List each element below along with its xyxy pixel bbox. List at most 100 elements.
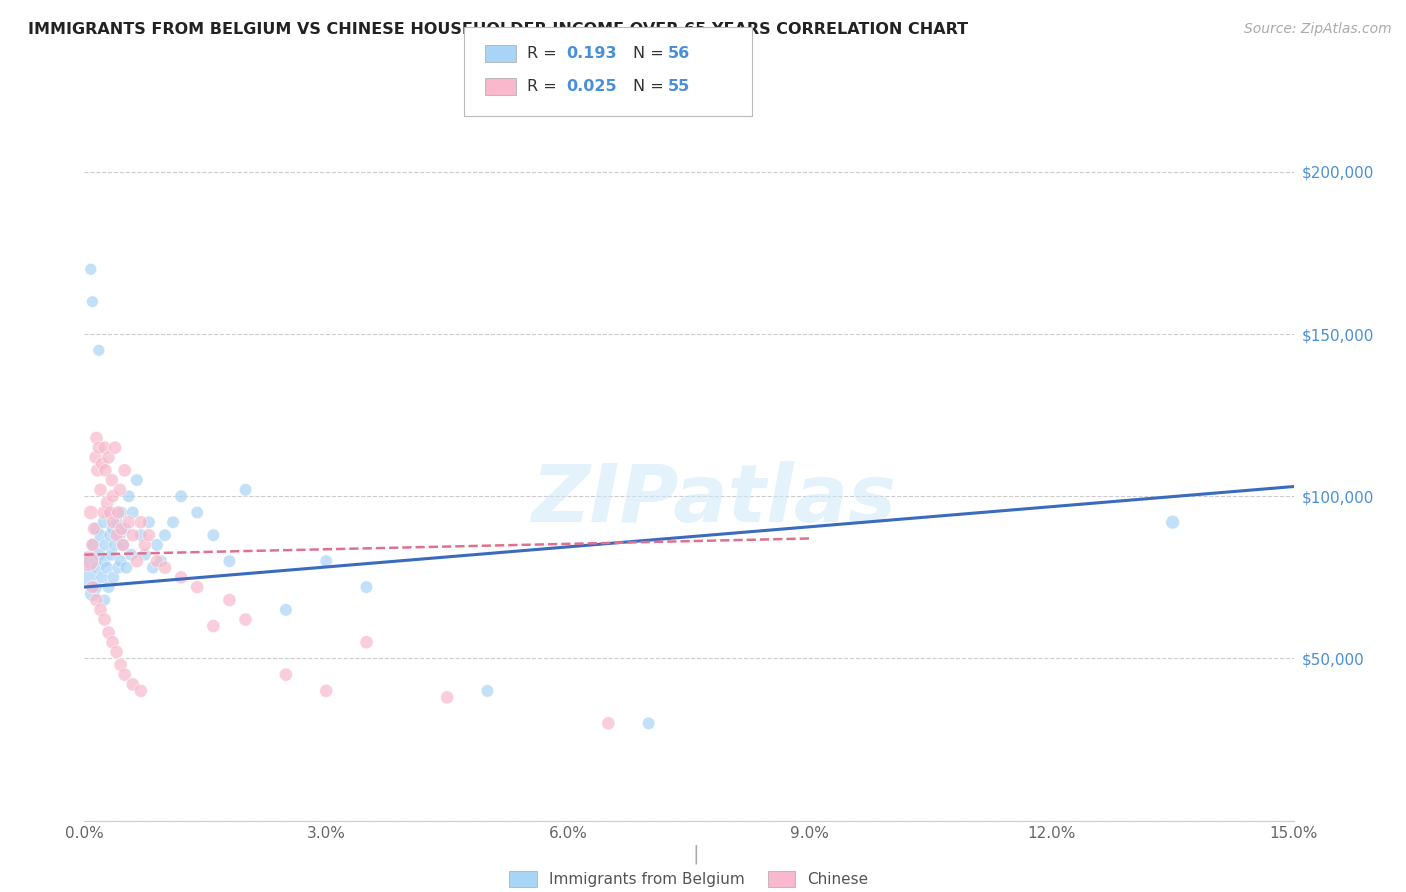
Point: [121, 506, 143, 520]
Text: ZIPatlas: ZIPatlas: [530, 460, 896, 539]
Point: [82, 586, 104, 600]
Point: [91, 457, 114, 471]
Point: [96, 560, 118, 574]
Point: [84, 450, 107, 465]
Point: [93, 441, 115, 455]
Point: [112, 538, 135, 552]
Point: [86, 463, 108, 477]
Point: [94, 538, 117, 552]
Point: [101, 489, 124, 503]
Point: [118, 515, 141, 529]
Point: [146, 538, 169, 552]
Point: [104, 538, 127, 552]
Point: [115, 560, 138, 574]
Point: [83, 522, 105, 536]
Legend: Immigrants from Belgium, Chinese: Immigrants from Belgium, Chinese: [502, 863, 876, 892]
Text: N =: N =: [633, 79, 669, 94]
Point: [129, 684, 152, 698]
Point: [218, 554, 240, 568]
Point: [82, 294, 104, 309]
Point: [86, 593, 108, 607]
Point: [82, 580, 104, 594]
Point: [98, 506, 121, 520]
Point: [100, 548, 122, 562]
Point: [96, 496, 118, 510]
Point: [89, 603, 111, 617]
Point: [138, 528, 160, 542]
Point: [98, 528, 121, 542]
Point: [107, 560, 129, 574]
Point: [235, 483, 257, 497]
Point: [129, 515, 152, 529]
Point: [1161, 515, 1184, 529]
Point: [153, 528, 176, 542]
Point: [105, 515, 128, 529]
Point: [84, 580, 107, 594]
Point: [83, 538, 105, 552]
Point: [97, 625, 120, 640]
Text: 0.025: 0.025: [567, 79, 617, 94]
Point: [101, 522, 124, 536]
Point: [86, 431, 108, 445]
Point: [77, 570, 100, 584]
Point: [356, 580, 378, 594]
Point: [80, 506, 103, 520]
Point: [218, 593, 240, 607]
Point: [121, 528, 143, 542]
Point: [108, 483, 131, 497]
Point: [120, 548, 142, 562]
Point: [110, 657, 132, 672]
Point: [87, 441, 110, 455]
Point: [356, 635, 378, 649]
Point: [86, 560, 108, 574]
Point: [134, 538, 156, 552]
Point: [315, 554, 337, 568]
Point: [77, 554, 100, 568]
Point: [134, 548, 156, 562]
Point: [87, 548, 110, 562]
Point: [202, 528, 225, 542]
Point: [477, 684, 499, 698]
Point: [87, 343, 110, 358]
Point: [202, 619, 225, 633]
Point: [82, 538, 104, 552]
Point: [93, 593, 115, 607]
Text: 0.193: 0.193: [567, 46, 617, 61]
Point: [121, 677, 143, 691]
Point: [104, 441, 127, 455]
Point: [138, 515, 160, 529]
Point: [170, 570, 193, 584]
Point: [97, 450, 120, 465]
Point: [94, 463, 117, 477]
Point: [149, 554, 172, 568]
Text: 56: 56: [668, 46, 690, 61]
Point: [101, 635, 124, 649]
Point: [100, 473, 122, 487]
Point: [125, 554, 148, 568]
Point: [86, 522, 108, 536]
Point: [170, 489, 193, 503]
Point: [129, 528, 152, 542]
Text: IMMIGRANTS FROM BELGIUM VS CHINESE HOUSEHOLDER INCOME OVER 65 YEARS CORRELATION : IMMIGRANTS FROM BELGIUM VS CHINESE HOUSE…: [28, 22, 969, 37]
Point: [93, 613, 115, 627]
Point: [162, 515, 184, 529]
Point: [112, 538, 135, 552]
Point: [125, 473, 148, 487]
Point: [103, 515, 125, 529]
Point: [91, 570, 114, 584]
Text: R =: R =: [527, 46, 562, 61]
Point: [110, 506, 132, 520]
Point: [598, 716, 620, 731]
Point: [105, 528, 128, 542]
Point: [97, 506, 120, 520]
Text: Source: ZipAtlas.com: Source: ZipAtlas.com: [1244, 22, 1392, 37]
Point: [153, 560, 176, 574]
Point: [108, 528, 131, 542]
Point: [89, 528, 111, 542]
Point: [114, 667, 136, 681]
Point: [315, 684, 337, 698]
Point: [274, 603, 297, 617]
Point: [186, 506, 208, 520]
Point: [274, 667, 297, 681]
Text: N =: N =: [633, 46, 669, 61]
